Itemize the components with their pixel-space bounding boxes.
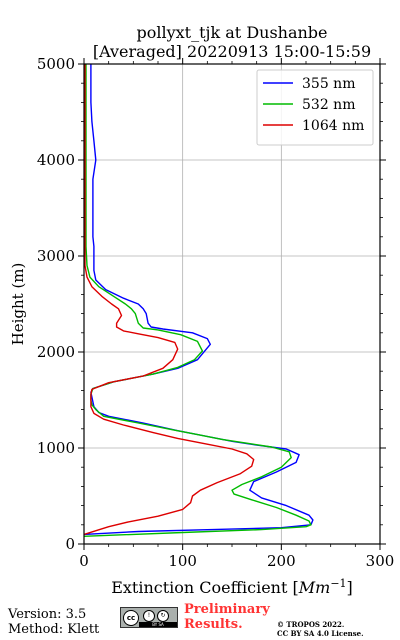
license-line: CC BY SA 4.0 License. [277, 629, 364, 638]
cc-by-sa-strip: BY SA [139, 622, 177, 627]
cc-license-badge: cc ! ↻ BY SA [120, 607, 178, 628]
preliminary-line-2: Results. [184, 617, 243, 632]
series-lines [83, 64, 314, 537]
cc-icon: cc [123, 610, 139, 626]
legend-label: 532 nm [302, 97, 355, 113]
y-tick-label: 3000 [37, 247, 75, 265]
x-tick-label: 200 [267, 552, 296, 570]
version-info: Version: 3.5 Method: Klett [8, 607, 99, 637]
legend-label: 355 nm [302, 76, 355, 92]
x-tick-label: 0 [79, 552, 89, 570]
legend-label: 1064 nm [302, 118, 364, 134]
x-tick-label: 100 [168, 552, 197, 570]
legend: 355 nm 532 nm 1064 nm [256, 69, 374, 146]
y-tick-label: 0 [65, 535, 75, 553]
y-axis-label: Height (m) [9, 263, 27, 346]
preliminary-line-1: Preliminary [184, 602, 270, 617]
preliminary-notice: Preliminary Results. [184, 602, 270, 632]
x-tick-label: 300 [366, 552, 395, 570]
series-line [83, 64, 255, 536]
info-icon: ! [143, 610, 155, 622]
share-icon: ↻ [157, 610, 169, 622]
y-tick-label: 5000 [37, 55, 75, 73]
x-axis-label: Extinction Coefficient [Mm−1] [111, 577, 353, 597]
method-text: Method: Klett [8, 622, 100, 637]
chart-subtitle: [Averaged] 20220913 15:00-15:59 [93, 42, 371, 61]
y-tick-label: 2000 [37, 343, 75, 361]
copyright-text: © TROPOS 2022. [277, 620, 345, 629]
version-text: Version: 3.5 [8, 607, 87, 622]
license-text: © TROPOS 2022. CC BY SA 4.0 License. [277, 620, 364, 638]
chart-title: pollyxt_tjk at Dushanbe [136, 23, 327, 42]
y-tick-label: 4000 [37, 151, 75, 169]
legend-box [256, 69, 374, 146]
y-tick-label: 1000 [37, 439, 75, 457]
